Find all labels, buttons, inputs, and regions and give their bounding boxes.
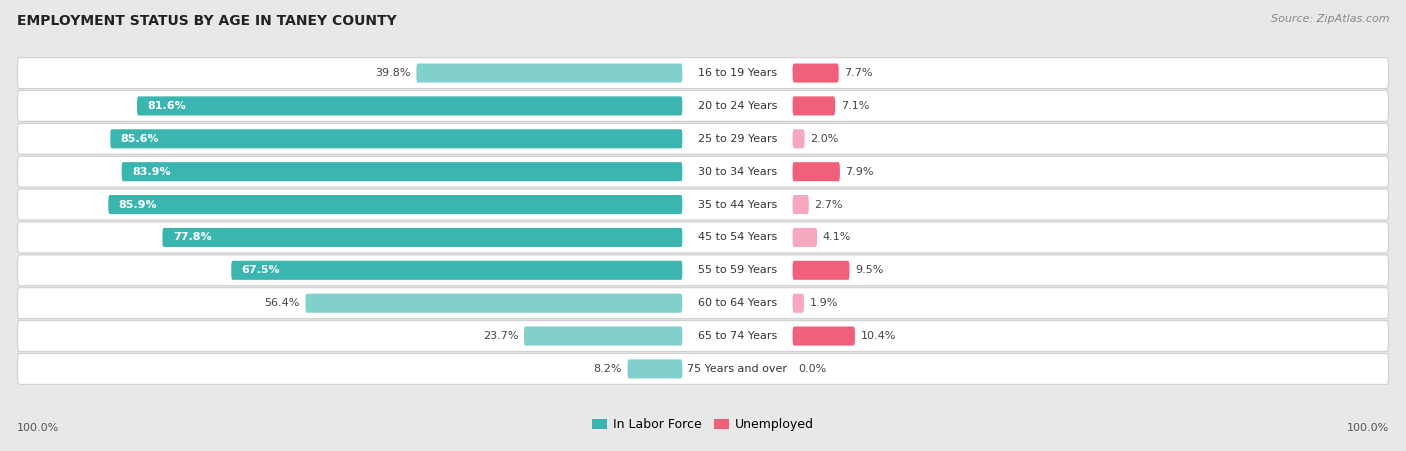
Text: 9.5%: 9.5%	[855, 265, 883, 275]
FancyBboxPatch shape	[793, 64, 839, 83]
Text: 2.0%: 2.0%	[810, 134, 838, 144]
Text: 10.4%: 10.4%	[860, 331, 896, 341]
FancyBboxPatch shape	[793, 327, 855, 345]
Text: 85.6%: 85.6%	[121, 134, 159, 144]
FancyBboxPatch shape	[793, 129, 804, 148]
FancyBboxPatch shape	[17, 156, 1389, 187]
Text: 4.1%: 4.1%	[823, 232, 851, 243]
FancyBboxPatch shape	[108, 195, 682, 214]
Text: 2.7%: 2.7%	[814, 199, 842, 210]
FancyBboxPatch shape	[136, 97, 682, 115]
Text: 35 to 44 Years: 35 to 44 Years	[697, 199, 778, 210]
FancyBboxPatch shape	[524, 327, 682, 345]
Text: 67.5%: 67.5%	[242, 265, 280, 275]
Text: 65 to 74 Years: 65 to 74 Years	[697, 331, 778, 341]
Text: 100.0%: 100.0%	[17, 423, 59, 433]
FancyBboxPatch shape	[793, 195, 808, 214]
FancyBboxPatch shape	[416, 64, 682, 83]
FancyBboxPatch shape	[110, 129, 682, 148]
Text: 100.0%: 100.0%	[1347, 423, 1389, 433]
FancyBboxPatch shape	[793, 228, 817, 247]
Text: 60 to 64 Years: 60 to 64 Years	[697, 298, 778, 308]
FancyBboxPatch shape	[17, 58, 1389, 88]
Legend: In Labor Force, Unemployed: In Labor Force, Unemployed	[586, 414, 820, 437]
Text: 75 Years and over: 75 Years and over	[688, 364, 787, 374]
FancyBboxPatch shape	[627, 359, 682, 378]
Text: 1.9%: 1.9%	[810, 298, 838, 308]
Text: 56.4%: 56.4%	[264, 298, 299, 308]
Text: 7.1%: 7.1%	[841, 101, 869, 111]
FancyBboxPatch shape	[163, 228, 682, 247]
Text: Source: ZipAtlas.com: Source: ZipAtlas.com	[1271, 14, 1389, 23]
Text: 85.9%: 85.9%	[118, 199, 157, 210]
Text: 8.2%: 8.2%	[593, 364, 621, 374]
Text: 20 to 24 Years: 20 to 24 Years	[697, 101, 778, 111]
Text: 16 to 19 Years: 16 to 19 Years	[697, 68, 778, 78]
Text: EMPLOYMENT STATUS BY AGE IN TANEY COUNTY: EMPLOYMENT STATUS BY AGE IN TANEY COUNTY	[17, 14, 396, 28]
Text: 25 to 29 Years: 25 to 29 Years	[697, 134, 778, 144]
FancyBboxPatch shape	[17, 189, 1389, 220]
Text: 81.6%: 81.6%	[148, 101, 186, 111]
FancyBboxPatch shape	[793, 97, 835, 115]
FancyBboxPatch shape	[17, 288, 1389, 319]
Text: 39.8%: 39.8%	[375, 68, 411, 78]
Text: 45 to 54 Years: 45 to 54 Years	[697, 232, 778, 243]
FancyBboxPatch shape	[793, 294, 804, 313]
FancyBboxPatch shape	[122, 162, 682, 181]
Text: 23.7%: 23.7%	[482, 331, 519, 341]
Text: 7.9%: 7.9%	[845, 167, 875, 177]
FancyBboxPatch shape	[17, 255, 1389, 286]
Text: 83.9%: 83.9%	[132, 167, 170, 177]
FancyBboxPatch shape	[17, 123, 1389, 154]
FancyBboxPatch shape	[17, 222, 1389, 253]
FancyBboxPatch shape	[17, 321, 1389, 351]
Text: 55 to 59 Years: 55 to 59 Years	[697, 265, 778, 275]
FancyBboxPatch shape	[231, 261, 682, 280]
FancyBboxPatch shape	[793, 162, 839, 181]
Text: 30 to 34 Years: 30 to 34 Years	[697, 167, 778, 177]
Text: 77.8%: 77.8%	[173, 232, 211, 243]
Text: 0.0%: 0.0%	[799, 364, 827, 374]
FancyBboxPatch shape	[793, 261, 849, 280]
FancyBboxPatch shape	[17, 354, 1389, 384]
Text: 7.7%: 7.7%	[844, 68, 873, 78]
FancyBboxPatch shape	[305, 294, 682, 313]
FancyBboxPatch shape	[17, 91, 1389, 121]
